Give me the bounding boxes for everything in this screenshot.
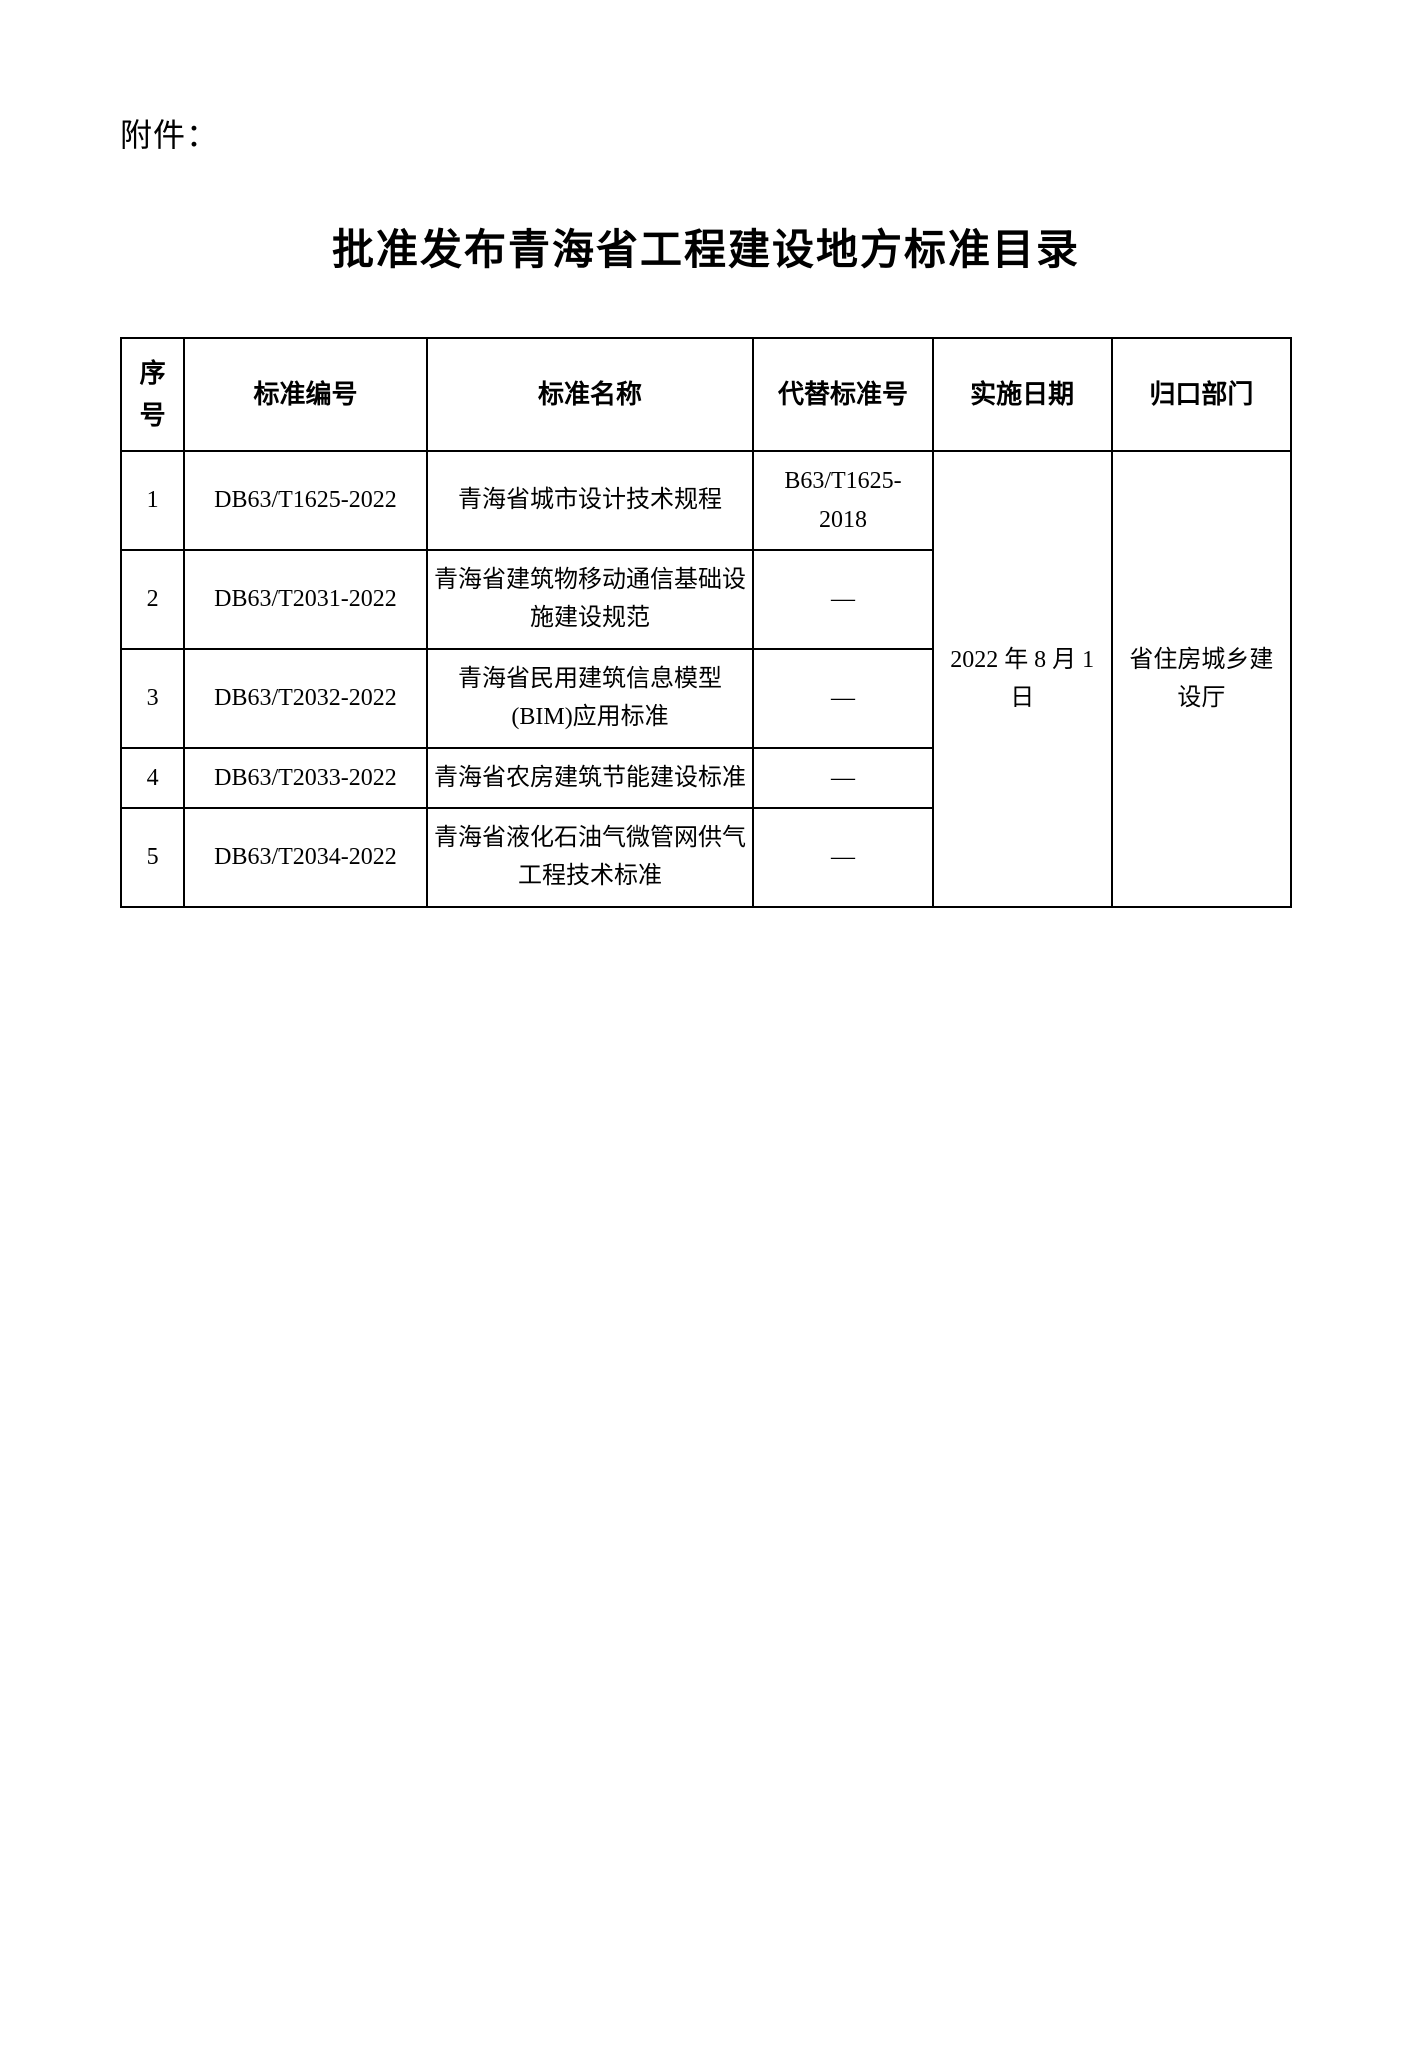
cell-code: DB63/T1625-2022 [184,451,426,550]
col-code: 标准编号 [184,338,426,451]
cell-replace: — [753,550,932,649]
cell-name: 青海省城市设计技术规程 [427,451,754,550]
cell-name: 青海省液化石油气微管网供气工程技术标准 [427,808,754,907]
attachment-label: 附件： [120,110,1292,156]
cell-replace: B63/T1625-2018 [753,451,932,550]
cell-code: DB63/T2032-2022 [184,649,426,748]
cell-seq: 1 [121,451,184,550]
table-header-row: 序号 标准编号 标准名称 代替标准号 实施日期 归口部门 [121,338,1291,451]
col-seq: 序号 [121,338,184,451]
col-replace: 代替标准号 [753,338,932,451]
col-name: 标准名称 [427,338,754,451]
standards-table: 序号 标准编号 标准名称 代替标准号 实施日期 归口部门 1 DB63/T162… [120,337,1292,908]
cell-replace: — [753,649,932,748]
cell-replace: — [753,748,932,808]
table-row: 1 DB63/T1625-2022 青海省城市设计技术规程 B63/T1625-… [121,451,1291,550]
col-date: 实施日期 [933,338,1112,451]
cell-replace: — [753,808,932,907]
document-page: 附件： 批准发布青海省工程建设地方标准目录 序号 标准编号 标准名称 代替标准号… [0,0,1412,908]
col-dept: 归口部门 [1112,338,1291,451]
cell-code: DB63/T2034-2022 [184,808,426,907]
cell-code: DB63/T2031-2022 [184,550,426,649]
cell-name: 青海省建筑物移动通信基础设施建设规范 [427,550,754,649]
page-title: 批准发布青海省工程建设地方标准目录 [120,216,1292,277]
cell-seq: 4 [121,748,184,808]
cell-date-merged: 2022 年 8 月 1 日 [933,451,1112,907]
cell-name: 青海省民用建筑信息模型(BIM)应用标准 [427,649,754,748]
cell-name: 青海省农房建筑节能建设标准 [427,748,754,808]
cell-seq: 2 [121,550,184,649]
cell-seq: 5 [121,808,184,907]
cell-seq: 3 [121,649,184,748]
cell-dept-merged: 省住房城乡建设厅 [1112,451,1291,907]
cell-code: DB63/T2033-2022 [184,748,426,808]
